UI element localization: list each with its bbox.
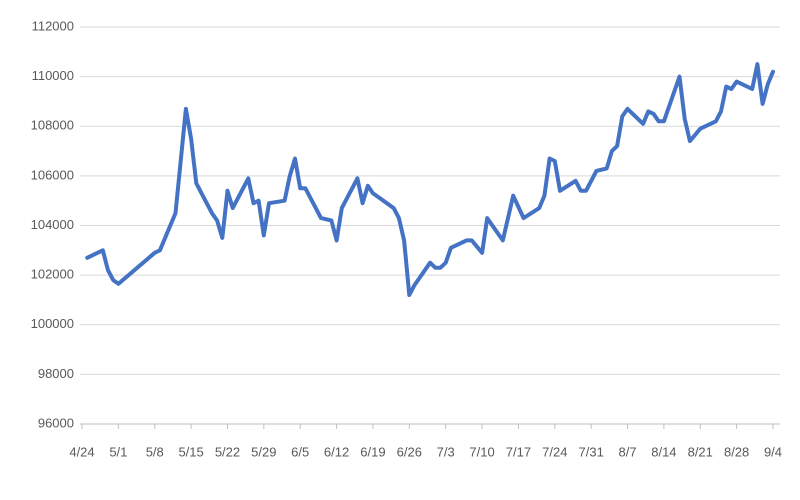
x-tick-label: 7/24 <box>542 444 567 459</box>
x-tick-label: 5/22 <box>215 444 240 459</box>
x-tick-label: 6/5 <box>291 444 309 459</box>
y-tick-label: 106000 <box>31 167 74 182</box>
data-line <box>85 62 775 297</box>
y-tick-label: 110000 <box>32 68 74 83</box>
x-tick-label: 7/10 <box>469 444 494 459</box>
y-tick-label: 98000 <box>38 366 74 381</box>
x-tick-label: 7/3 <box>437 444 455 459</box>
x-tick-label: 5/1 <box>109 444 127 459</box>
x-tick-label: 8/7 <box>618 444 636 459</box>
x-tick-label: 6/26 <box>397 444 422 459</box>
x-tick-label: 9/4 <box>764 444 782 459</box>
y-tick-label: 100000 <box>31 316 74 331</box>
x-tick-label: 8/14 <box>651 444 676 459</box>
x-tick-label: 6/19 <box>360 444 385 459</box>
x-tick-label: 8/28 <box>724 444 749 459</box>
y-tick-label: 104000 <box>31 217 74 232</box>
x-tick-label: 5/29 <box>251 444 276 459</box>
y-tick-label: 96000 <box>38 415 74 430</box>
x-tick-label: 7/17 <box>506 444 531 459</box>
y-tick-label: 102000 <box>31 267 74 282</box>
x-tick-label: 5/15 <box>178 444 203 459</box>
x-tick-label: 6/12 <box>324 444 349 459</box>
x-tick-label: 7/31 <box>579 444 604 459</box>
y-tick-label: 112000 <box>32 18 74 33</box>
x-tick-label: 8/21 <box>688 444 713 459</box>
y-tick-label: 108000 <box>31 118 74 133</box>
x-tick-label: 5/8 <box>146 444 164 459</box>
x-tick-label: 4/24 <box>69 444 94 459</box>
